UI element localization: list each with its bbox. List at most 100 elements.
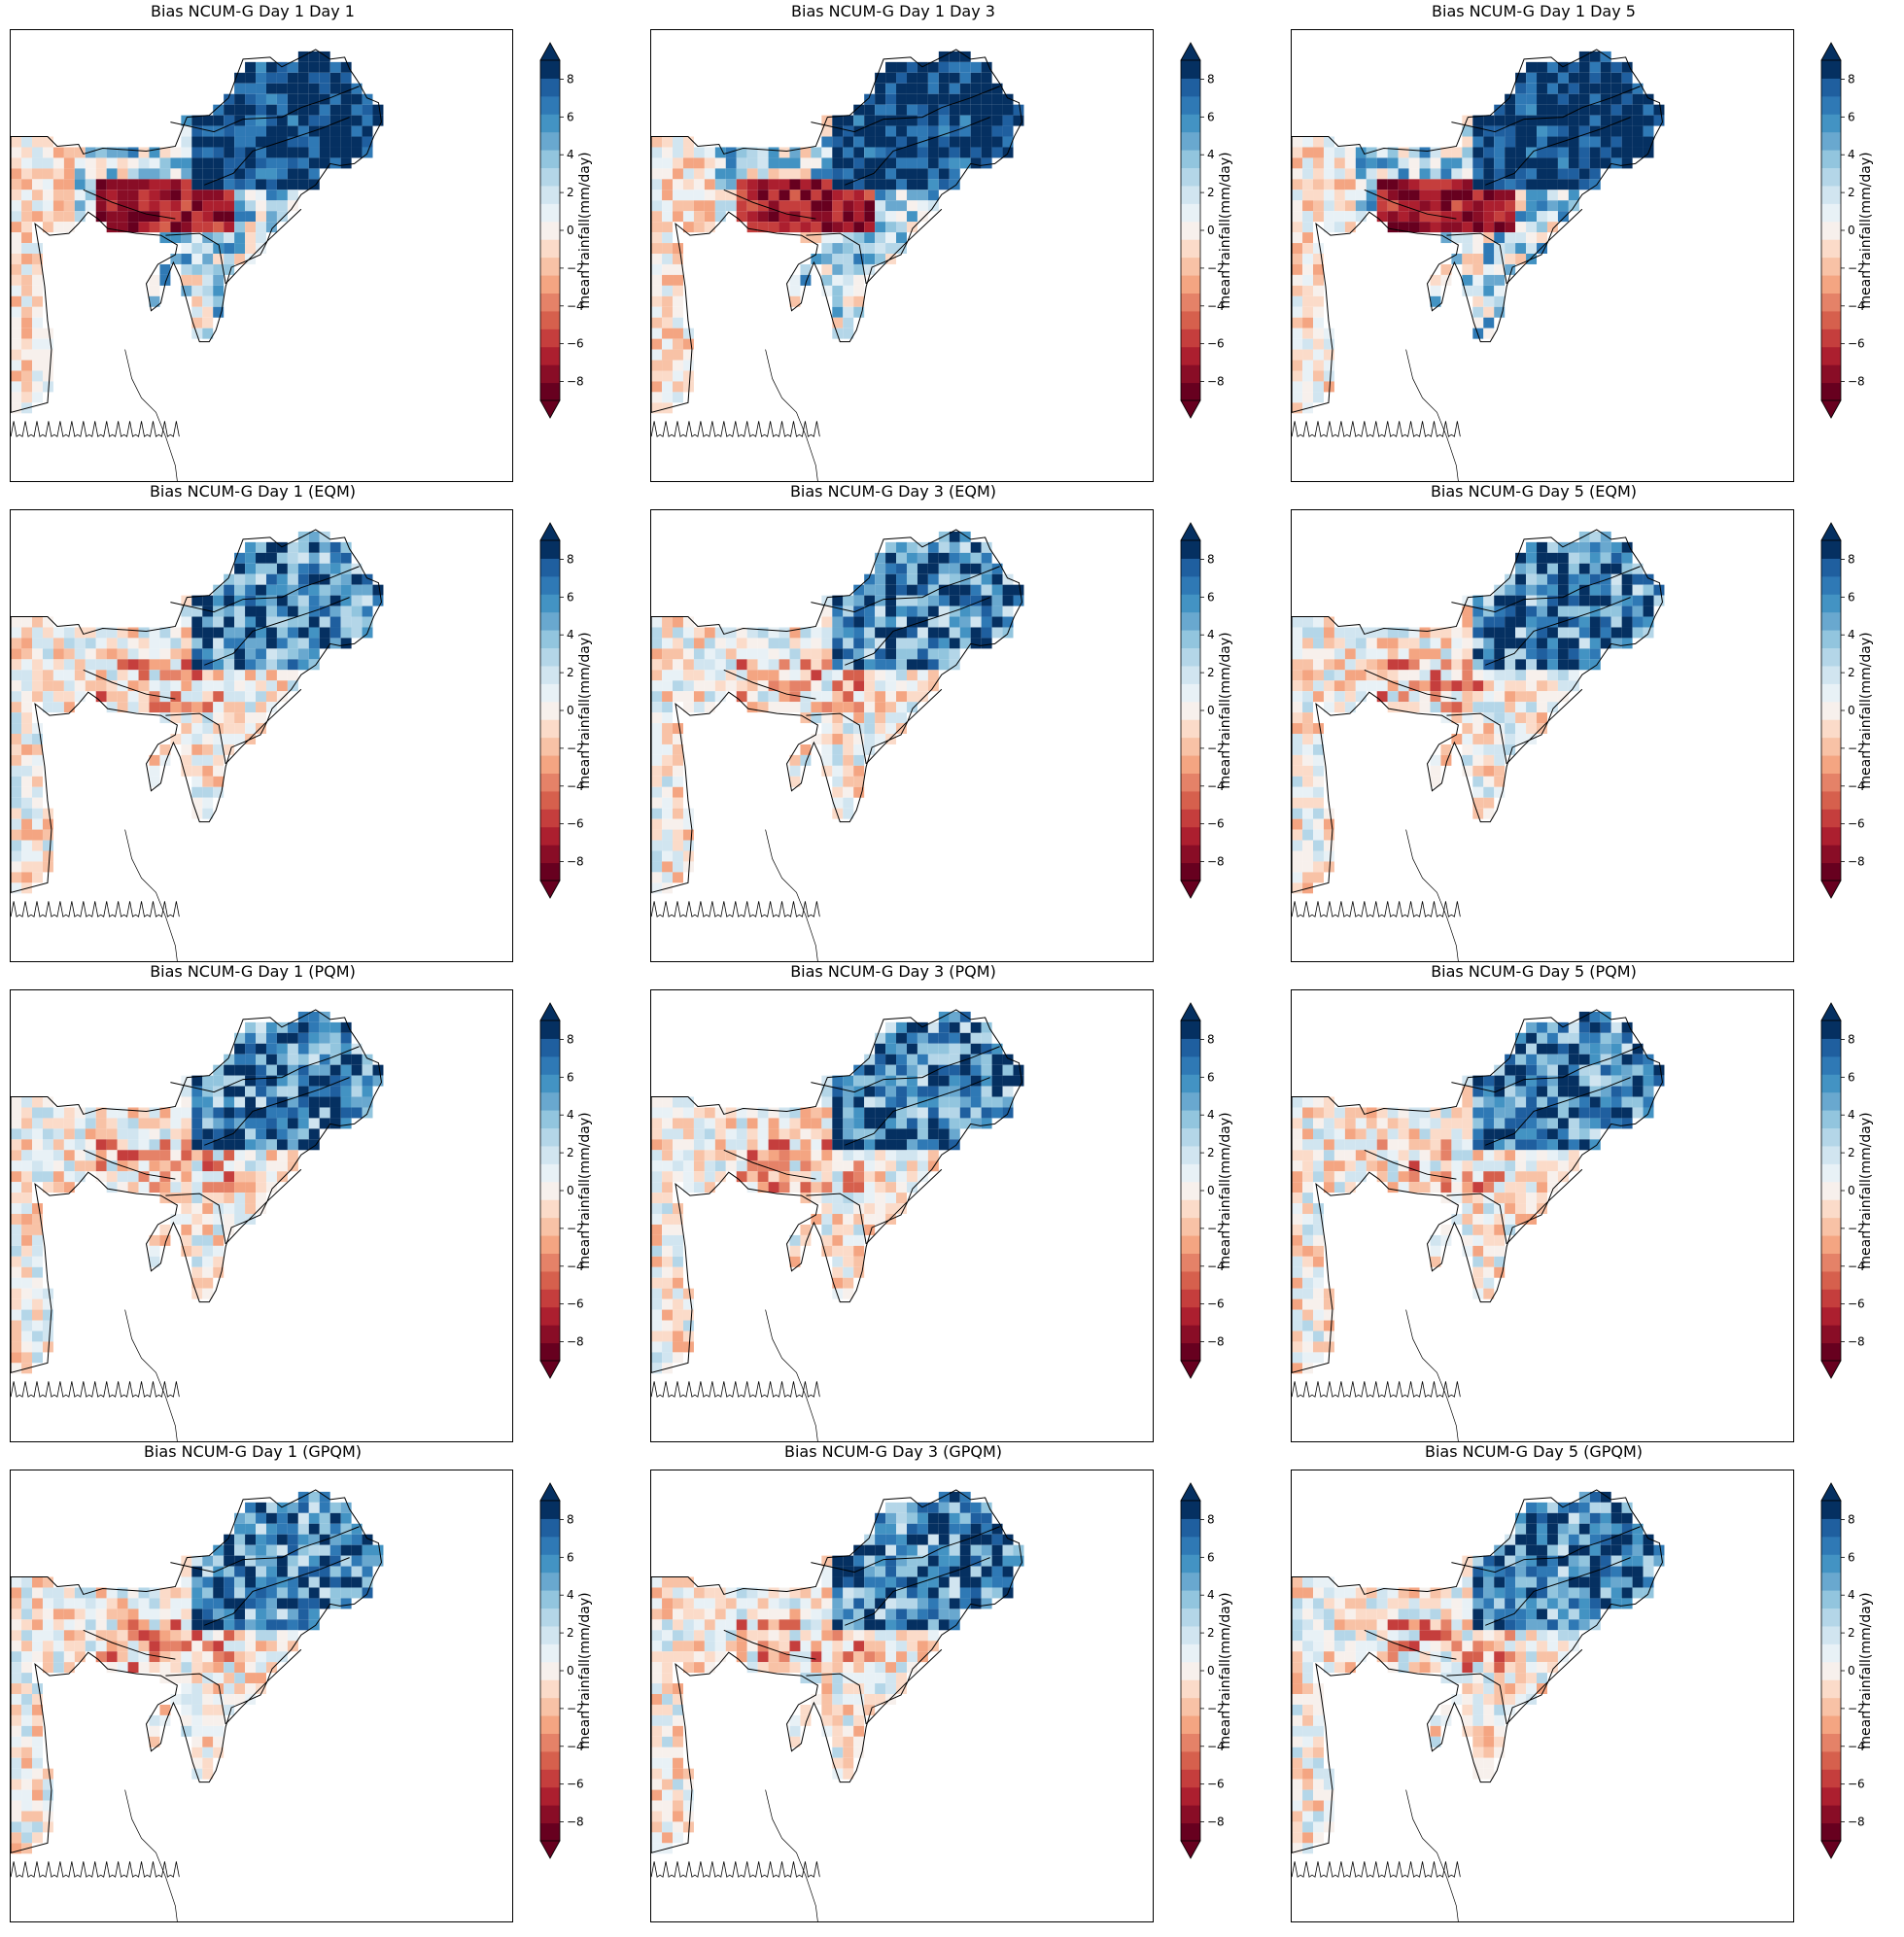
grid-cell [906, 1118, 917, 1129]
grid-cell [1578, 1096, 1590, 1108]
grid-cell [875, 1096, 886, 1108]
grid-cell [811, 190, 822, 201]
grid-cell [693, 200, 705, 212]
grid-cell [736, 691, 747, 703]
grid-cell [662, 1309, 674, 1321]
grid-cell [779, 222, 790, 233]
grid-cell [32, 136, 43, 148]
grid-cell [704, 1107, 715, 1119]
grid-cell [1494, 1107, 1506, 1119]
colorbar-bin [1821, 1270, 1841, 1290]
grid-cell [21, 263, 33, 275]
grid-cell [906, 104, 917, 116]
grid-cell [1515, 1054, 1527, 1065]
grid-cell [287, 605, 298, 617]
grid-cell [1621, 147, 1633, 158]
grid-cell [1440, 1139, 1452, 1151]
grid-cell [843, 659, 854, 671]
grid-cell [1505, 222, 1516, 233]
grid-cell [265, 136, 277, 148]
grid-cell [202, 285, 214, 296]
grid-cell [213, 1555, 225, 1567]
grid-cell [1494, 627, 1506, 639]
grid-cell [1600, 584, 1611, 596]
grid-cell [287, 1576, 298, 1588]
grid-cell [1344, 200, 1356, 212]
grid-cell [1526, 1182, 1538, 1193]
grid-cell [42, 338, 53, 350]
grid-cell [800, 648, 812, 660]
grid-cell [181, 1651, 192, 1663]
grid-cell [832, 1171, 844, 1183]
grid-cell [224, 1150, 235, 1161]
grid-cell [32, 1234, 43, 1246]
grid-cell [191, 1566, 203, 1577]
grid-cell [693, 702, 705, 713]
grid-cell [149, 1587, 160, 1599]
grid-cell [1557, 563, 1569, 574]
grid-cell [682, 861, 694, 873]
grid-cell [651, 1096, 663, 1108]
colorbar-bin [540, 1163, 560, 1183]
grid-cell [213, 702, 225, 713]
grid-cell [1643, 115, 1654, 126]
grid-cell [265, 211, 277, 223]
colorbar-extend-max [539, 1002, 561, 1021]
grid-cell [1366, 659, 1377, 671]
grid-cell [202, 1673, 214, 1684]
grid-cell [1621, 1075, 1633, 1087]
grid-cell [1419, 179, 1431, 190]
grid-cell [11, 285, 22, 296]
grid-cell [340, 1502, 352, 1513]
grid-cell [1483, 1107, 1495, 1119]
colorbar-bin [1821, 1145, 1841, 1164]
grid-cell [42, 168, 53, 180]
grid-cell [1302, 1193, 1314, 1204]
grid-cell [949, 83, 960, 94]
colorbar-bin [1821, 257, 1841, 276]
state-boundary [811, 566, 1000, 613]
grid-cell [853, 723, 865, 735]
grid-cell [265, 659, 277, 671]
grid-cell [52, 222, 64, 233]
grid-cell [1366, 1160, 1377, 1172]
grid-cell [1610, 627, 1622, 639]
grid-cell [256, 1171, 266, 1183]
grid-cell [1292, 797, 1303, 809]
grid-cell [21, 776, 33, 787]
grid-cell [682, 659, 694, 671]
grid-cell [673, 1298, 683, 1310]
grid-cell [1537, 1054, 1547, 1065]
grid-cell [224, 1054, 235, 1065]
grid-cell [1440, 200, 1452, 212]
grid-cell [1505, 638, 1516, 649]
grid-cell [1494, 680, 1506, 692]
grid-cell [117, 648, 128, 660]
grid-cell [1419, 670, 1431, 681]
grid-cell [1451, 1118, 1463, 1129]
grid-cell [11, 147, 22, 158]
grid-cell [1292, 1139, 1303, 1151]
grid-cell [170, 1598, 182, 1609]
grid-cell [181, 1203, 192, 1215]
grid-cell [224, 1587, 235, 1599]
grid-cell [21, 179, 33, 190]
grid-cell [746, 627, 758, 639]
grid-cell [1366, 1128, 1377, 1140]
grid-cell [245, 1064, 257, 1076]
grid-cell [906, 573, 917, 585]
grid-cell [1526, 670, 1538, 681]
grid-cell [1526, 584, 1538, 596]
grid-cell [21, 616, 33, 628]
grid-cell [191, 1214, 203, 1225]
grid-cell [832, 1118, 844, 1129]
grid-cell [213, 1086, 225, 1097]
grid-cell [11, 776, 22, 787]
grid-cell [821, 1096, 833, 1108]
grid-cell [1589, 179, 1601, 190]
grid-cell [329, 1118, 341, 1129]
grid-cell [917, 200, 928, 212]
grid-cell [832, 605, 844, 617]
grid-cell [63, 1128, 75, 1140]
grid-cell [1313, 1256, 1324, 1267]
